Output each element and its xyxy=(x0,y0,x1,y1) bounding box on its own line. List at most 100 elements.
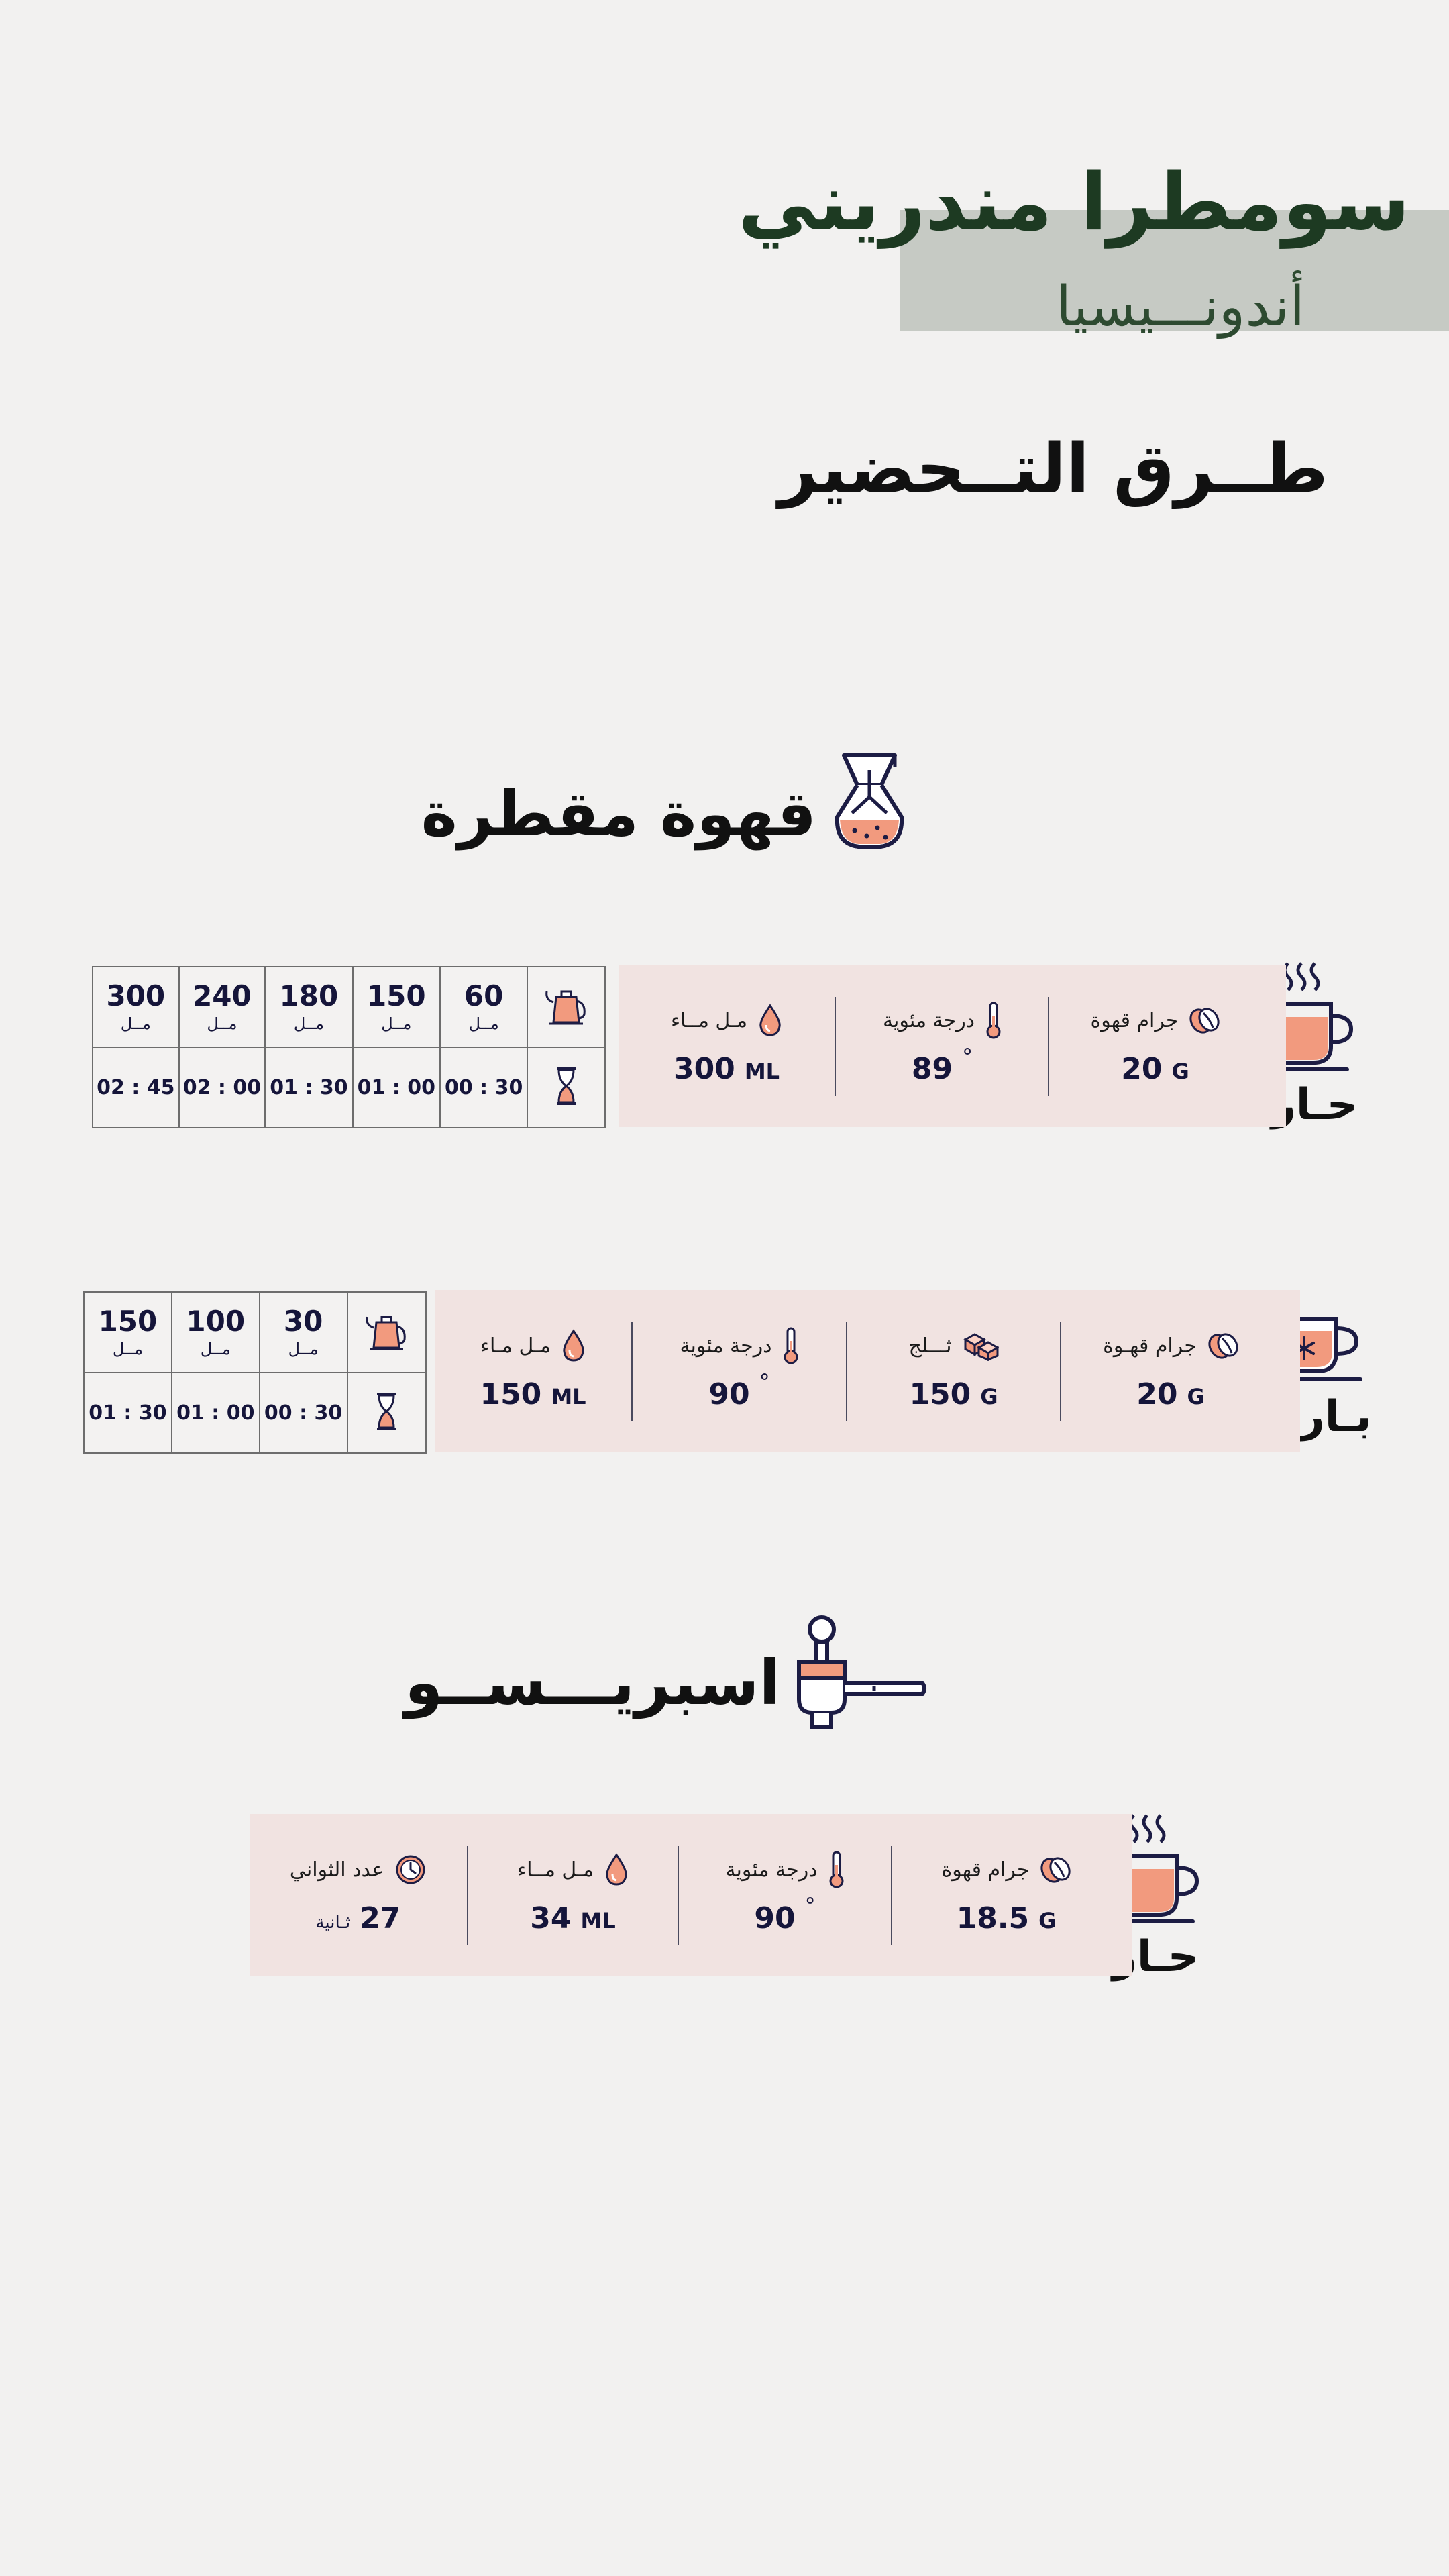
chemex-icon xyxy=(835,753,904,849)
degree-sign: ° xyxy=(962,1044,973,1069)
hourglass-icon xyxy=(377,1393,396,1430)
temperature-label: درجة مئوية xyxy=(680,1334,772,1358)
origin-country: أندونـــيسيا xyxy=(1056,275,1305,339)
ice-cell: ثـــلج 150 G xyxy=(847,1290,1060,1452)
table-row: 01 : 00 xyxy=(352,1046,441,1128)
coffee-grams-value: 20 xyxy=(1136,1377,1178,1411)
title-band xyxy=(900,210,1449,331)
coffee-grams-value: 18.5 xyxy=(956,1901,1030,1935)
divider xyxy=(631,1322,633,1421)
product-title: سومطرا مندريني xyxy=(737,156,1410,248)
temperature-cell: درجة مئوية 90 ° xyxy=(679,1814,891,1976)
divider xyxy=(1060,1322,1061,1421)
temperature-value: 89 xyxy=(911,1052,953,1086)
divider xyxy=(891,1846,892,1945)
water-cell: مـل مـاء 150 ML xyxy=(435,1290,631,1452)
coffee-grams-cell: جرام قهوة 18.5 G xyxy=(892,1814,1120,1976)
seconds-cell: عدد الثواني 27 ثـانية xyxy=(250,1814,467,1976)
water-value: 34 xyxy=(530,1901,572,1935)
table-row: 00 : 30 xyxy=(439,1046,529,1128)
kettle-cell xyxy=(346,1291,427,1373)
water-cell: مـل مــاء 300 ML xyxy=(619,965,835,1127)
table-row: 180 مــل xyxy=(264,966,354,1048)
temperature-cell: درجة مئوية 90 ° xyxy=(633,1290,846,1452)
kettle-cell xyxy=(527,966,606,1048)
coffee-grams-cell: جرام قهوة 20 G xyxy=(1048,965,1263,1127)
water-label: مـل مــاء xyxy=(671,1008,748,1032)
water-cell: مـل مــاء 34 ML xyxy=(468,1814,678,1976)
coffee-grams-unit: G xyxy=(1171,1059,1189,1084)
water-label: مـل مــاء xyxy=(517,1858,594,1882)
water-drop-icon xyxy=(759,1004,781,1036)
temperature-value: 90 xyxy=(754,1901,796,1935)
water-unit: ML xyxy=(551,1384,586,1409)
ice-cubes-icon xyxy=(963,1333,999,1361)
coffee-grams-cell: جرام قهـوة 20 G xyxy=(1060,1290,1281,1452)
portafilter-icon xyxy=(797,1615,926,1729)
coffee-grams-unit: G xyxy=(1187,1384,1205,1409)
kettle-icon xyxy=(366,1316,407,1350)
table-row: 30 مــل xyxy=(258,1291,348,1373)
thermometer-icon xyxy=(829,1851,844,1888)
drip-cold-panel: جرام قهـوة 20 G ثـــلج 150 G xyxy=(435,1290,1300,1452)
temperature-label: درجة مئوية xyxy=(882,1008,975,1032)
coffee-grams-label: جرام قهـوة xyxy=(1103,1334,1197,1358)
table-row: 00 : 30 xyxy=(258,1372,348,1454)
kettle-icon xyxy=(545,990,586,1025)
water-label: مـل مـاء xyxy=(480,1334,551,1358)
thermometer-icon xyxy=(986,1002,1001,1039)
thermometer-icon xyxy=(784,1327,798,1364)
espresso-panel: جرام قهوة 18.5 G درجة مئوية 90 ° xyxy=(250,1814,1132,1976)
hourglass-cell xyxy=(346,1372,427,1454)
hourglass-icon xyxy=(557,1067,576,1105)
drip-coffee-title: قهوة مقطرة xyxy=(421,778,816,850)
ice-unit: G xyxy=(980,1384,998,1409)
table-row: 300 مــل xyxy=(92,966,180,1048)
coffee-grams-label: جرام قهوة xyxy=(941,1858,1030,1882)
divider xyxy=(467,1846,468,1945)
temperature-label: درجة مئوية xyxy=(725,1858,818,1882)
divider xyxy=(1048,997,1049,1096)
table-row: 150 مــل xyxy=(83,1291,172,1373)
drip-cold-pour-table: 150 مــل 100 مــل 30 مــل 01 : 30 01 : 00 0… xyxy=(83,1291,427,1454)
water-unit: ML xyxy=(580,1908,616,1933)
ice-label: ثـــلج xyxy=(908,1334,952,1358)
water-value: 300 xyxy=(673,1052,735,1086)
divider xyxy=(678,1846,679,1945)
table-row: 01 : 30 xyxy=(83,1372,172,1454)
table-row: 02 : 00 xyxy=(178,1046,266,1128)
drip-hot-pour-table: 300 مــل 240 مــل 180 مــل 150 مــل 60 مــل 0… xyxy=(92,966,606,1128)
table-row: 01 : 30 xyxy=(264,1046,354,1128)
hourglass-cell xyxy=(527,1046,606,1128)
brew-methods-heading: طــرق التــحضير xyxy=(778,429,1328,509)
seconds-unit: ثـانية xyxy=(315,1913,351,1933)
drip-hot-panel: جرام قهوة 20 G درجة مئوية 89 ° مـ xyxy=(619,965,1286,1127)
espresso-title: اسبريـــســو xyxy=(405,1647,780,1719)
degree-sign: ° xyxy=(759,1369,770,1395)
degree-sign: ° xyxy=(804,1893,816,1919)
water-unit: ML xyxy=(744,1059,780,1084)
water-value: 150 xyxy=(480,1377,542,1411)
temperature-value: 90 xyxy=(708,1377,750,1411)
table-row: 01 : 00 xyxy=(170,1372,260,1454)
water-drop-icon xyxy=(563,1329,584,1362)
coffee-beans-icon xyxy=(1208,1333,1238,1359)
water-drop-icon xyxy=(606,1853,627,1886)
divider xyxy=(835,997,836,1096)
table-row: 60 مــل xyxy=(439,966,529,1048)
seconds-label: عدد الثواني xyxy=(289,1858,384,1882)
table-row: 240 مــل xyxy=(178,966,266,1048)
coffee-beans-icon xyxy=(1189,1008,1220,1034)
ice-value: 150 xyxy=(909,1377,971,1411)
divider xyxy=(846,1322,847,1421)
clock-icon xyxy=(396,1855,425,1884)
seconds-value: 27 xyxy=(360,1901,401,1935)
coffee-grams-unit: G xyxy=(1038,1908,1057,1933)
table-row: 100 مــل xyxy=(170,1291,260,1373)
table-row: 02 : 45 xyxy=(92,1046,180,1128)
coffee-grams-label: جرام قهوة xyxy=(1090,1008,1179,1032)
temperature-cell: درجة مئوية 89 ° xyxy=(837,965,1048,1127)
table-row: 150 مــل xyxy=(352,966,441,1048)
coffee-grams-value: 20 xyxy=(1121,1052,1163,1086)
coffee-beans-icon xyxy=(1040,1857,1071,1883)
